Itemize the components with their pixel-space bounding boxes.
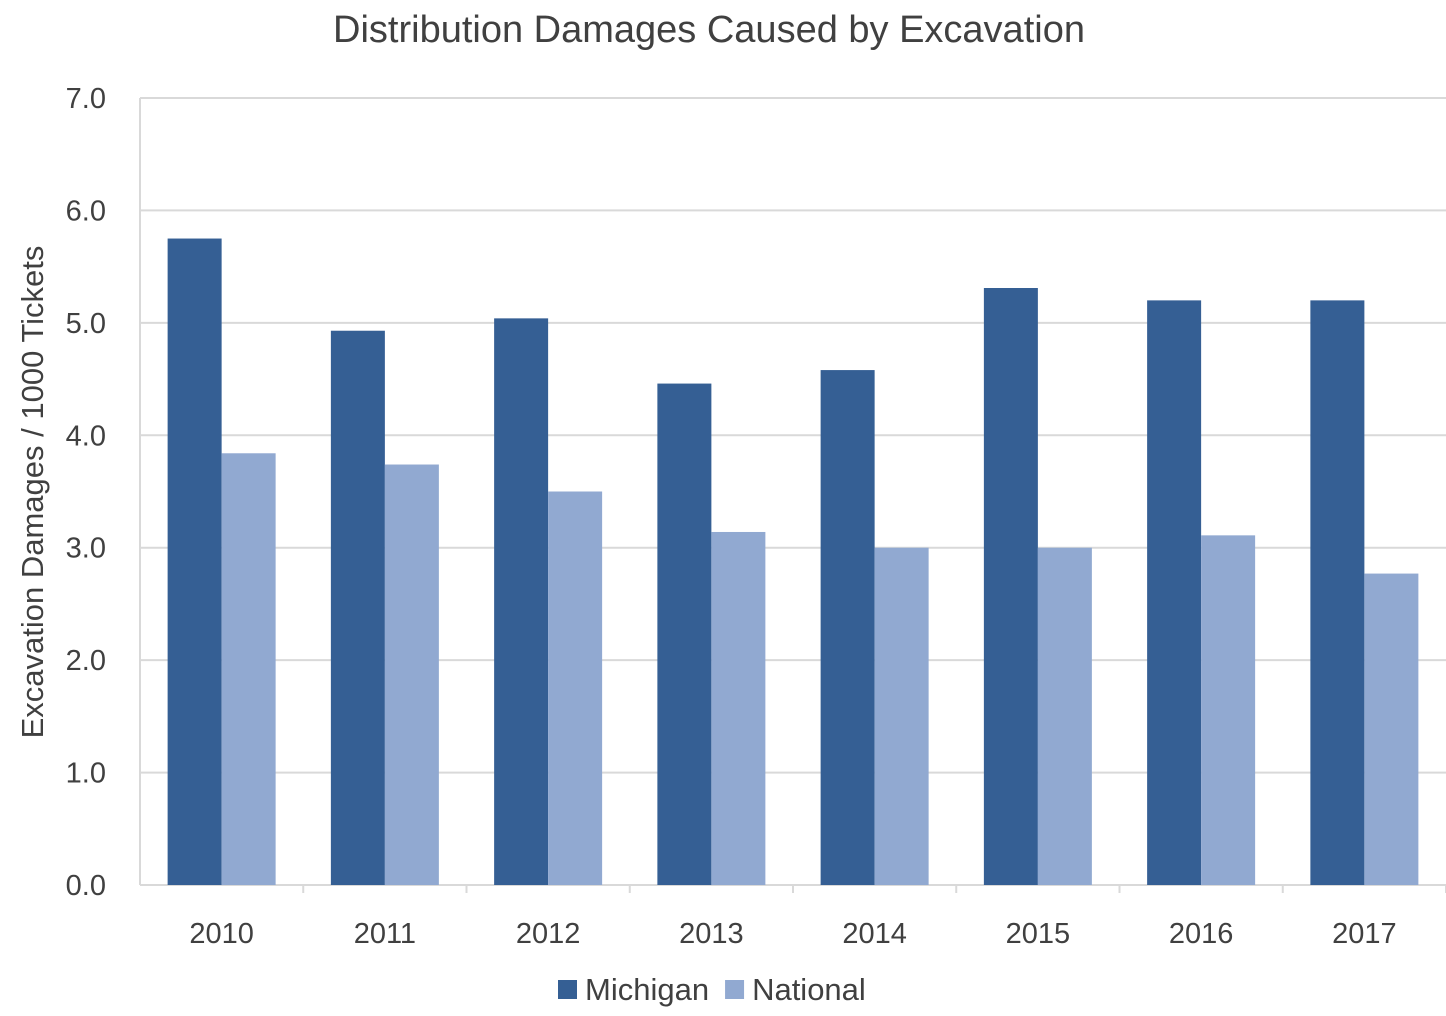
bars (167, 238, 1419, 886)
x-tick-label: 2014 (842, 918, 907, 950)
bar-michigan-2013 (657, 383, 712, 885)
y-tick-label: 0.0 (66, 870, 106, 902)
y-tick-label: 2.0 (66, 645, 106, 677)
x-tick-label: 2013 (679, 918, 744, 950)
bar-national-2010 (221, 453, 276, 885)
bar-national-2017 (1364, 573, 1419, 885)
bar-national-2011 (384, 464, 439, 885)
bar-national-2012 (548, 491, 603, 885)
bar-national-2015 (1037, 547, 1092, 885)
y-tick-label: 7.0 (66, 83, 106, 115)
legend: Michigan National (558, 972, 866, 1007)
x-tick-label: 2016 (1169, 918, 1234, 950)
chart-title: Distribution Damages Caused by Excavatio… (333, 9, 1085, 51)
y-tick-label: 1.0 (66, 758, 106, 790)
y-tick-label: 3.0 (66, 533, 106, 565)
bar-michigan-2011 (330, 330, 385, 885)
x-tick-label: 2010 (189, 918, 254, 950)
x-tick-label: 2017 (1332, 918, 1397, 950)
y-axis-ticks: 0.0 1.0 2.0 3.0 4.0 5.0 6.0 7.0 (66, 83, 106, 902)
bar-national-2014 (874, 547, 929, 885)
bar-michigan-2012 (494, 318, 549, 885)
bar-michigan-2016 (1147, 300, 1202, 885)
legend-swatch-michigan (558, 980, 577, 999)
x-axis-ticks: 2010 2011 2012 2013 2014 2015 2016 2017 (189, 918, 1396, 950)
y-tick-label: 4.0 (66, 420, 106, 452)
y-tick-label: 6.0 (66, 195, 106, 227)
bar-national-2013 (711, 531, 766, 885)
legend-swatch-national (725, 980, 745, 999)
bar-national-2016 (1201, 535, 1256, 885)
x-tick-label: 2012 (516, 918, 581, 950)
x-tick-label: 2015 (1006, 918, 1071, 950)
bar-michigan-2015 (983, 288, 1038, 885)
bar-michigan-2014 (820, 370, 875, 885)
x-tick-label: 2011 (354, 918, 416, 950)
bar-michigan-2017 (1310, 300, 1365, 885)
y-tick-label: 5.0 (66, 308, 106, 340)
y-axis-title: Excavation Damages / 1000 Tickets (15, 246, 50, 739)
legend-label-michigan: Michigan (585, 972, 709, 1007)
bar-michigan-2010 (167, 238, 222, 886)
legend-label-national: National (752, 972, 866, 1007)
